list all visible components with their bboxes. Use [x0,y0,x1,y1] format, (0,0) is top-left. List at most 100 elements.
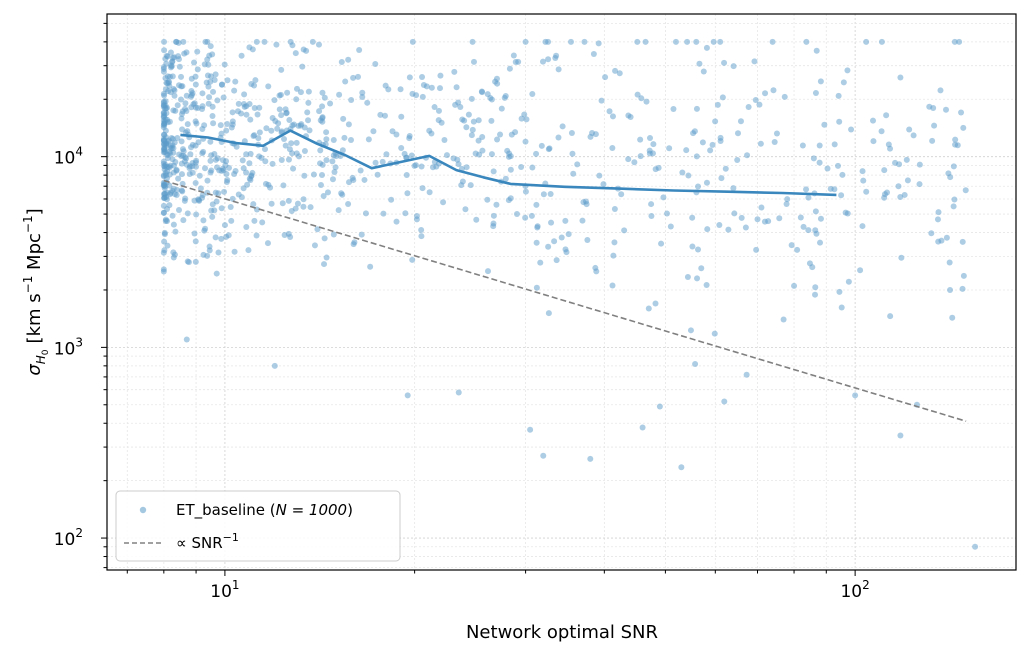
y-label-units-post: ] [24,208,45,215]
scatter-point [361,176,368,183]
scatter-point [207,43,214,50]
scatter-point [309,38,316,45]
scatter-point [183,336,190,343]
scatter-point [329,176,336,183]
scatter-point [243,224,250,231]
scatter-point [249,169,256,176]
scatter-point [204,177,211,184]
scatter-point [165,152,172,159]
scatter-point [241,91,248,98]
scatter-point [773,130,780,137]
scatter-point [498,105,505,112]
scatter-point [246,160,253,167]
scatter-point [169,73,176,80]
scatter-point [263,125,270,132]
scatter-point [484,268,491,275]
scatter-point [170,249,177,256]
scatter-point [212,71,219,78]
scatter-point [243,111,250,118]
scatter-point [687,327,694,334]
scatter-point [648,201,655,208]
scatter-point [817,78,824,85]
scatter-point [931,122,938,129]
scatter-point [181,50,188,57]
scatter-point [301,147,308,154]
scatter-point [293,96,300,103]
scatter-point [218,235,225,242]
scatter-point [345,56,352,63]
scatter-point [192,180,199,187]
scatter-point [286,117,293,124]
scatter-point [937,87,944,94]
scatter-point [377,111,384,118]
scatter-point [372,60,379,67]
scatter-point [670,105,677,112]
scatter-point [413,216,420,223]
scatter-point [703,179,710,186]
scatter-point [398,113,405,120]
scatter-point [470,58,477,65]
scatter-point [717,38,724,45]
scatter-point [199,103,206,110]
scatter-point [330,136,337,143]
y-label-exp2: −1 [21,215,35,233]
scatter-point [743,371,750,378]
scatter-point [751,58,758,65]
scatter-point [721,59,728,66]
scatter-point [179,146,186,153]
scatter-point [228,217,235,224]
scatter-point [533,239,540,246]
scatter-point [269,115,276,122]
scatter-point [935,238,942,245]
scatter-point [667,223,674,230]
legend-scatter-math: N = 1000 [276,501,348,519]
scatter-point [183,107,190,114]
scatter-point [903,156,910,163]
scatter-point [329,158,336,165]
scatter-point [423,83,430,90]
scatter-point [247,116,254,123]
scatter-point [306,127,313,134]
scatter-point [212,189,219,196]
scatter-point [229,109,236,116]
scatter-point [840,79,847,86]
scatter-point [475,117,482,124]
scatter-point [695,246,702,253]
scatter-point [776,215,783,222]
scatter-point [273,41,280,48]
scatter-point [453,84,460,91]
scatter-point [513,210,520,217]
scatter-point [737,118,744,125]
scatter-point [596,172,603,179]
scatter-point [170,85,177,92]
scatter-point [679,169,686,176]
scatter-point [523,116,530,123]
scatter-point [163,196,170,203]
scatter-point [250,133,257,140]
scatter-point [725,226,732,233]
scatter-point [278,128,285,135]
scatter-point [160,149,167,156]
scatter-point [323,254,330,261]
scatter-point [194,66,201,73]
scatter-point [409,38,416,45]
scatter-point [218,205,225,212]
scatter-point [262,158,269,165]
scatter-point [182,154,189,161]
scatter-point [929,137,936,144]
scatter-point [300,203,307,210]
scatter-point [806,260,813,267]
scatter-point [332,164,339,171]
scatter-point [178,115,185,122]
scatter-point [569,150,576,157]
scatter-point [730,63,737,70]
scatter-point [178,138,185,145]
scatter-point [692,361,699,368]
scatter-point [647,135,654,142]
scatter-point [709,141,716,148]
scatter-point [211,76,218,83]
scatter-point [418,163,425,170]
scatter-point [951,38,958,45]
scatter-point [199,125,206,132]
scatter-point [235,100,242,107]
